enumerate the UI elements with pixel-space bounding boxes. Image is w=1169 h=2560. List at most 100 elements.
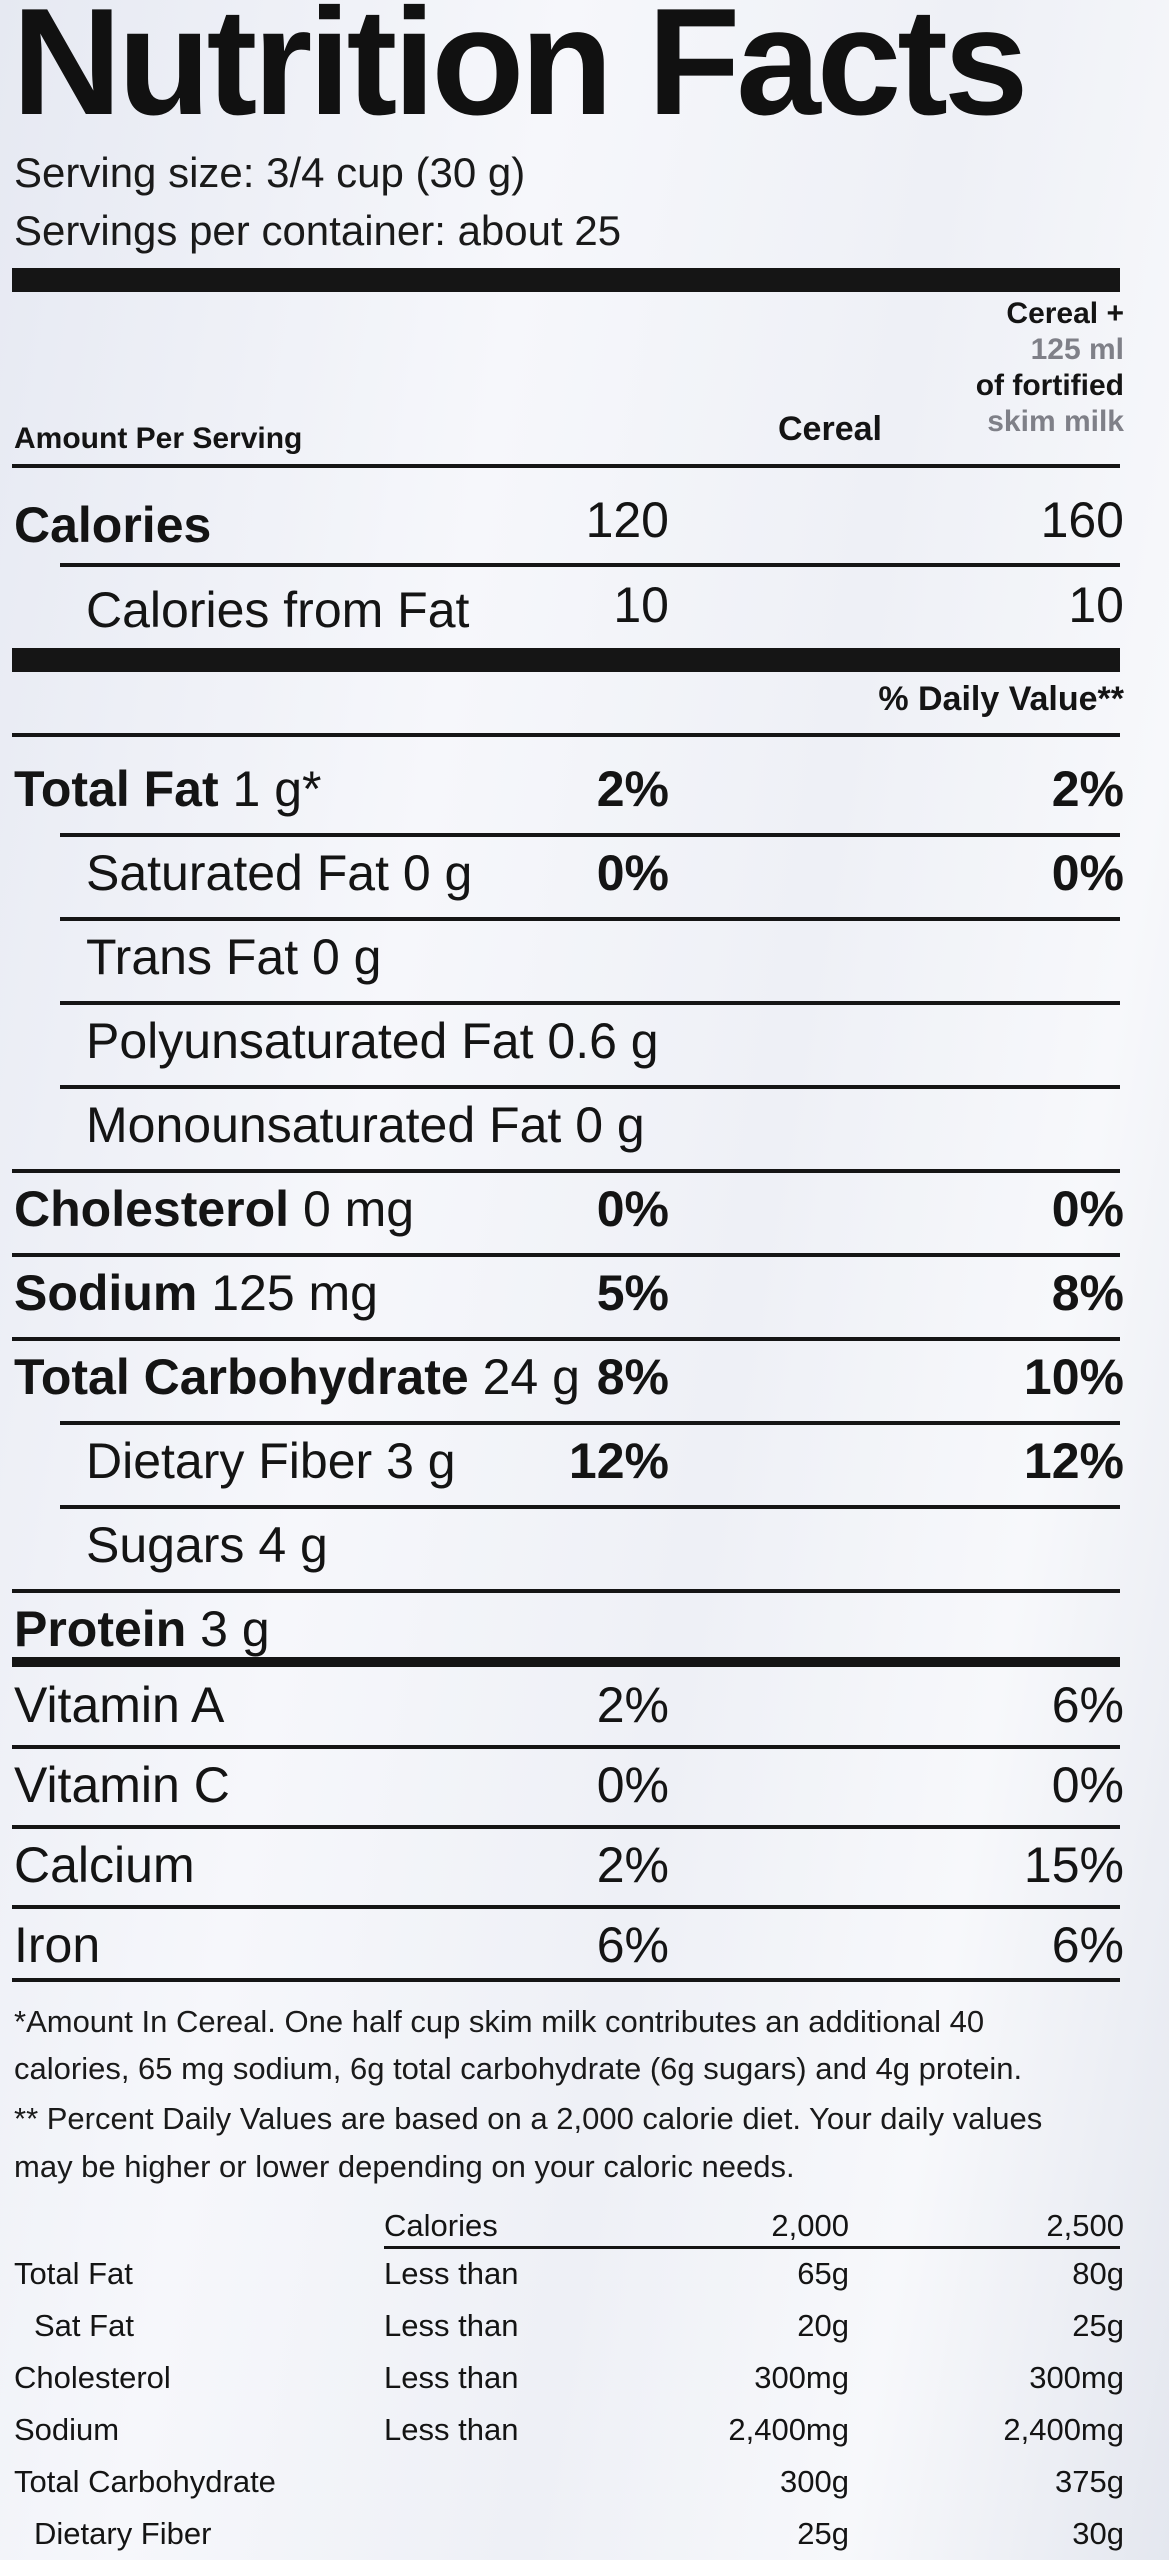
nutrient-dv-cereal: 12%	[568, 1433, 669, 1489]
dv-row-qualifier: Less than	[384, 2360, 519, 2395]
dv-row-qualifier: Less than	[384, 2412, 519, 2447]
col-header-line3: of fortified	[975, 369, 1124, 402]
row-divider	[60, 1421, 1120, 1425]
dv-row-2500: 375g	[1055, 2464, 1124, 2499]
calories-from-fat-cereal: 10	[613, 577, 669, 633]
row-divider	[60, 833, 1120, 837]
nutrient-amount: 24 g	[468, 1349, 580, 1405]
dv-row-2000: 2,400mg	[728, 2412, 849, 2447]
row-divider	[12, 1745, 1120, 1749]
dv-row-2500: 300mg	[1029, 2360, 1124, 2395]
vitamin-dv-with-milk: 15%	[1023, 1837, 1124, 1893]
dv-row-name: Total Carbohydrate	[14, 2464, 276, 2499]
nutrient-dv-with-milk: 2%	[1051, 761, 1124, 817]
divider	[12, 1978, 1120, 1982]
footnote-line: ** Percent Daily Values are based on a 2…	[14, 2101, 1043, 2136]
nutrient-row: Protein 3 g	[14, 1604, 270, 1654]
divider-vitamins	[12, 1657, 1120, 1667]
dv-row-2000: 300mg	[754, 2360, 849, 2395]
dv-row-name: Total Fat	[14, 2256, 133, 2291]
dv-row-2500: 80g	[1072, 2256, 1124, 2291]
nutrient-amount: 0 g	[298, 929, 382, 985]
vitamin-dv-with-milk: 0%	[1051, 1757, 1124, 1813]
nutrient-name: Sugars	[86, 1517, 245, 1573]
calories-from-fat-label: Calories from Fat	[86, 582, 470, 638]
vitamin-name: Calcium	[14, 1837, 195, 1893]
nutrient-row: Monounsaturated Fat 0 g	[86, 1100, 645, 1150]
nutrient-row: Saturated Fat 0 g	[86, 848, 472, 898]
col-header-cereal-milk: Cereal + 125 ml of fortified skim milk	[976, 296, 1124, 440]
nutrient-amount: 3 g	[372, 1433, 456, 1489]
nutrient-dv-cereal: 2%	[596, 761, 669, 817]
vitamin-name: Iron	[14, 1917, 101, 1973]
nutrient-dv-cereal: 5%	[596, 1265, 669, 1321]
vitamin-name: Vitamin C	[14, 1757, 230, 1813]
dv-row-2000: 300g	[780, 2464, 849, 2499]
nutrient-name: Saturated Fat	[86, 845, 389, 901]
nutrient-amount: 4 g	[244, 1517, 328, 1573]
footnote-line: may be higher or lower depending on your…	[14, 2149, 795, 2184]
nutrient-amount: 3 g	[186, 1601, 270, 1657]
nutrient-name: Cholesterol	[14, 1181, 290, 1237]
amount-per-serving: Amount Per Serving	[14, 422, 303, 455]
dv-row-name: Dietary Fiber	[34, 2516, 212, 2551]
row-divider	[12, 1905, 1120, 1909]
divider	[12, 464, 1120, 468]
nutrient-name: Polyunsaturated Fat	[86, 1013, 534, 1069]
dv-row-2000: 65g	[797, 2256, 849, 2291]
divider-thick	[12, 648, 1120, 672]
serving-size: Serving size: 3/4 cup (30 g)	[14, 149, 526, 196]
dv-row-qualifier: Less than	[384, 2256, 519, 2291]
nutrient-amount: 0 g	[561, 1097, 645, 1153]
divider-thick	[12, 268, 1120, 292]
vitamin-dv-cereal: 6%	[596, 1917, 669, 1973]
calories-with-milk: 160	[1040, 492, 1124, 548]
row-divider	[12, 1825, 1120, 1829]
col-header-cereal: Cereal	[778, 410, 882, 448]
dv-row-name: Sat Fat	[34, 2308, 134, 2343]
nutrient-dv-cereal: 0%	[596, 845, 669, 901]
nutrient-amount: 0.6 g	[533, 1013, 659, 1069]
nutrient-amount: 1 g*	[218, 761, 322, 817]
divider	[12, 733, 1120, 737]
col-header-line4: skim milk	[987, 405, 1124, 438]
dv-header-2000: 2,000	[771, 2208, 849, 2243]
dv-row-2000: 25g	[797, 2516, 849, 2551]
divider	[60, 563, 1120, 567]
nutrient-row: Polyunsaturated Fat 0.6 g	[86, 1016, 659, 1066]
col-header-line2: 125 ml	[1030, 333, 1124, 366]
row-divider	[12, 1253, 1120, 1257]
vitamin-dv-cereal: 2%	[596, 1837, 669, 1893]
nutrient-name: Total Fat	[14, 761, 219, 817]
dv-row-name: Cholesterol	[14, 2360, 171, 2395]
row-divider	[12, 1169, 1120, 1173]
dv-row-name: Sodium	[14, 2412, 120, 2447]
nutrient-name: Protein	[14, 1601, 187, 1657]
nutrient-row: Total Fat 1 g*	[14, 764, 321, 814]
vitamin-dv-cereal: 2%	[596, 1677, 669, 1733]
calories-label: Calories	[14, 497, 212, 553]
nutrient-row: Sodium 125 mg	[14, 1268, 378, 1318]
nutrient-row: Sugars 4 g	[86, 1520, 328, 1570]
nutrient-row: Cholesterol 0 mg	[14, 1184, 414, 1234]
footnote-line: calories, 65 mg sodium, 6g total carbohy…	[14, 2051, 1023, 2086]
nutrient-name: Dietary Fiber	[86, 1433, 373, 1489]
nutrient-dv-with-milk: 0%	[1051, 845, 1124, 901]
vitamin-dv-with-milk: 6%	[1051, 1677, 1124, 1733]
nutrient-dv-with-milk: 10%	[1023, 1349, 1124, 1405]
dv-row-2500: 2,400mg	[1003, 2412, 1124, 2447]
row-divider	[60, 1001, 1120, 1005]
dv-row-qualifier: Less than	[384, 2308, 519, 2343]
row-divider	[12, 1589, 1120, 1593]
calories-cereal: 120	[585, 492, 669, 548]
nutrient-dv-with-milk: 12%	[1023, 1433, 1124, 1489]
nutrient-dv-with-milk: 8%	[1051, 1265, 1124, 1321]
servings-per-container: Servings per container: about 25	[14, 207, 622, 254]
nutrient-name: Sodium	[14, 1265, 198, 1321]
footnote-line: *Amount In Cereal. One half cup skim mil…	[14, 2004, 985, 2039]
row-divider	[12, 1337, 1120, 1341]
daily-value-header: % Daily Value**	[878, 680, 1124, 718]
nutrient-amount: 0 g	[388, 845, 473, 901]
nutrient-row: Trans Fat 0 g	[86, 932, 382, 982]
